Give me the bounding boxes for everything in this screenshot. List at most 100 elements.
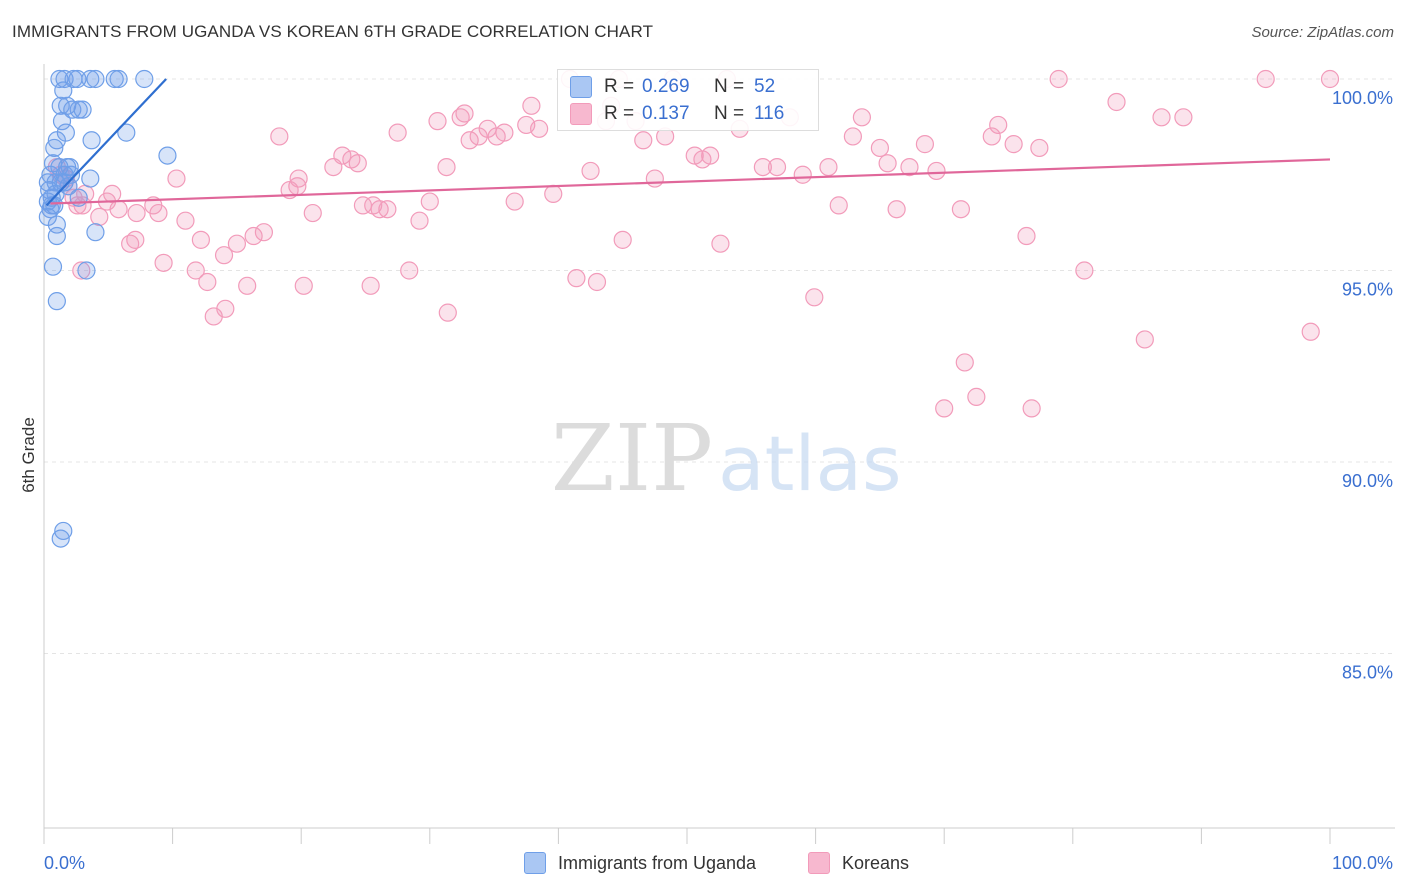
korean-point bbox=[878, 154, 897, 173]
legend-item-koreans[interactable]: Koreans bbox=[808, 852, 909, 874]
n-value: 52 bbox=[754, 76, 776, 97]
uganda-point bbox=[51, 96, 70, 115]
korean-point bbox=[701, 146, 720, 165]
korean-point bbox=[294, 276, 313, 295]
uganda-point bbox=[47, 226, 66, 246]
korean-point bbox=[303, 203, 322, 223]
uganda-point bbox=[77, 261, 96, 280]
korean-point bbox=[982, 127, 1001, 146]
korean-point bbox=[711, 234, 730, 253]
n-value: 116 bbox=[754, 103, 785, 124]
korean-point bbox=[1135, 330, 1154, 349]
korean-point bbox=[634, 131, 653, 150]
korean-point bbox=[1049, 69, 1068, 89]
tick-labels: 100.0% 95.0% 90.0% 85.0% 0.0% 100.0% bbox=[44, 88, 1393, 873]
uganda-point bbox=[109, 69, 128, 89]
korean-point bbox=[378, 200, 397, 219]
uganda-point bbox=[51, 529, 70, 548]
uganda-legend-swatch bbox=[524, 852, 546, 874]
korean-point bbox=[613, 230, 632, 249]
koreans-legend-swatch bbox=[808, 852, 830, 874]
uganda-point bbox=[47, 292, 66, 311]
korean-point bbox=[400, 261, 419, 280]
legend-row-koreans: R = 0.137 N = 116 bbox=[570, 101, 784, 127]
korean-point bbox=[167, 169, 186, 188]
korean-point bbox=[955, 353, 974, 372]
korean-point bbox=[495, 123, 514, 142]
uganda-point bbox=[82, 131, 101, 150]
korean-point bbox=[437, 157, 456, 177]
korean-point bbox=[989, 115, 1008, 135]
uganda-point bbox=[86, 223, 105, 242]
uganda-swatch bbox=[570, 76, 592, 98]
uganda-point bbox=[73, 100, 92, 119]
korean-point bbox=[214, 246, 234, 265]
uganda-point bbox=[45, 138, 64, 158]
uganda-point bbox=[86, 69, 105, 89]
n-label: N = bbox=[714, 76, 745, 97]
korean-point bbox=[967, 387, 986, 406]
korean-point bbox=[186, 261, 205, 280]
korean-point bbox=[72, 261, 91, 280]
korean-point bbox=[581, 161, 600, 181]
korean-point bbox=[348, 154, 367, 173]
y-tick-label: 85.0% bbox=[1342, 663, 1393, 683]
uganda-point bbox=[68, 69, 87, 89]
korean-point bbox=[567, 269, 586, 288]
korean-point bbox=[530, 119, 549, 138]
korean-point bbox=[109, 200, 128, 219]
koreans-trend-line bbox=[50, 158, 1331, 205]
korean-point bbox=[270, 127, 289, 146]
axes bbox=[43, 64, 1395, 844]
korean-point bbox=[244, 226, 263, 246]
uganda-point bbox=[59, 177, 78, 196]
chart-title: IMMIGRANTS FROM UGANDA VS KOREAN 6TH GRA… bbox=[12, 22, 654, 41]
korean-point bbox=[154, 253, 173, 272]
korean-point bbox=[1075, 261, 1094, 280]
r-label: R = bbox=[604, 103, 635, 124]
korean-point bbox=[227, 234, 246, 253]
legend-item-uganda[interactable]: Immigrants from Uganda bbox=[524, 852, 756, 874]
korean-point bbox=[149, 203, 168, 223]
korean-point bbox=[127, 203, 146, 223]
korean-point bbox=[90, 207, 109, 226]
korean-point bbox=[587, 272, 607, 292]
x-tick-label: 0.0% bbox=[44, 853, 85, 873]
legend-row-uganda: R = 0.269 N = 52 bbox=[570, 74, 775, 100]
korean-point bbox=[254, 223, 274, 242]
korean-point bbox=[103, 184, 122, 203]
korean-point bbox=[767, 157, 787, 177]
korean-point bbox=[887, 200, 906, 219]
data-points bbox=[38, 69, 1340, 548]
korean-point bbox=[176, 211, 195, 230]
korean-point bbox=[1174, 108, 1193, 127]
korean-point bbox=[388, 123, 407, 142]
uganda-point bbox=[117, 123, 136, 142]
uganda-point bbox=[81, 69, 100, 89]
korean-point bbox=[191, 230, 210, 249]
uganda-point bbox=[81, 169, 100, 188]
n-label: N = bbox=[714, 103, 745, 124]
korean-point bbox=[370, 200, 389, 219]
korean-point bbox=[1004, 135, 1023, 154]
korean-point bbox=[1107, 92, 1126, 112]
korean-point bbox=[420, 192, 439, 211]
y-axis-label: 6th Grade bbox=[19, 417, 38, 493]
korean-point bbox=[935, 399, 954, 418]
uganda-point bbox=[43, 257, 63, 276]
korean-point bbox=[333, 146, 352, 165]
koreans-swatch bbox=[570, 103, 592, 125]
uganda-trend-line bbox=[45, 78, 167, 207]
chart-source: Source: ZipAtlas.com bbox=[1251, 24, 1394, 41]
korean-point bbox=[216, 299, 235, 318]
y-tick-label: 100.0% bbox=[1332, 88, 1393, 108]
korean-point bbox=[198, 272, 217, 292]
korean-point bbox=[126, 230, 145, 249]
korean-point bbox=[460, 131, 479, 150]
r-value: 0.269 bbox=[642, 76, 690, 97]
korean-point bbox=[1256, 69, 1275, 89]
korean-point bbox=[793, 165, 812, 184]
korean-point bbox=[1030, 138, 1049, 158]
korean-point bbox=[951, 200, 971, 219]
